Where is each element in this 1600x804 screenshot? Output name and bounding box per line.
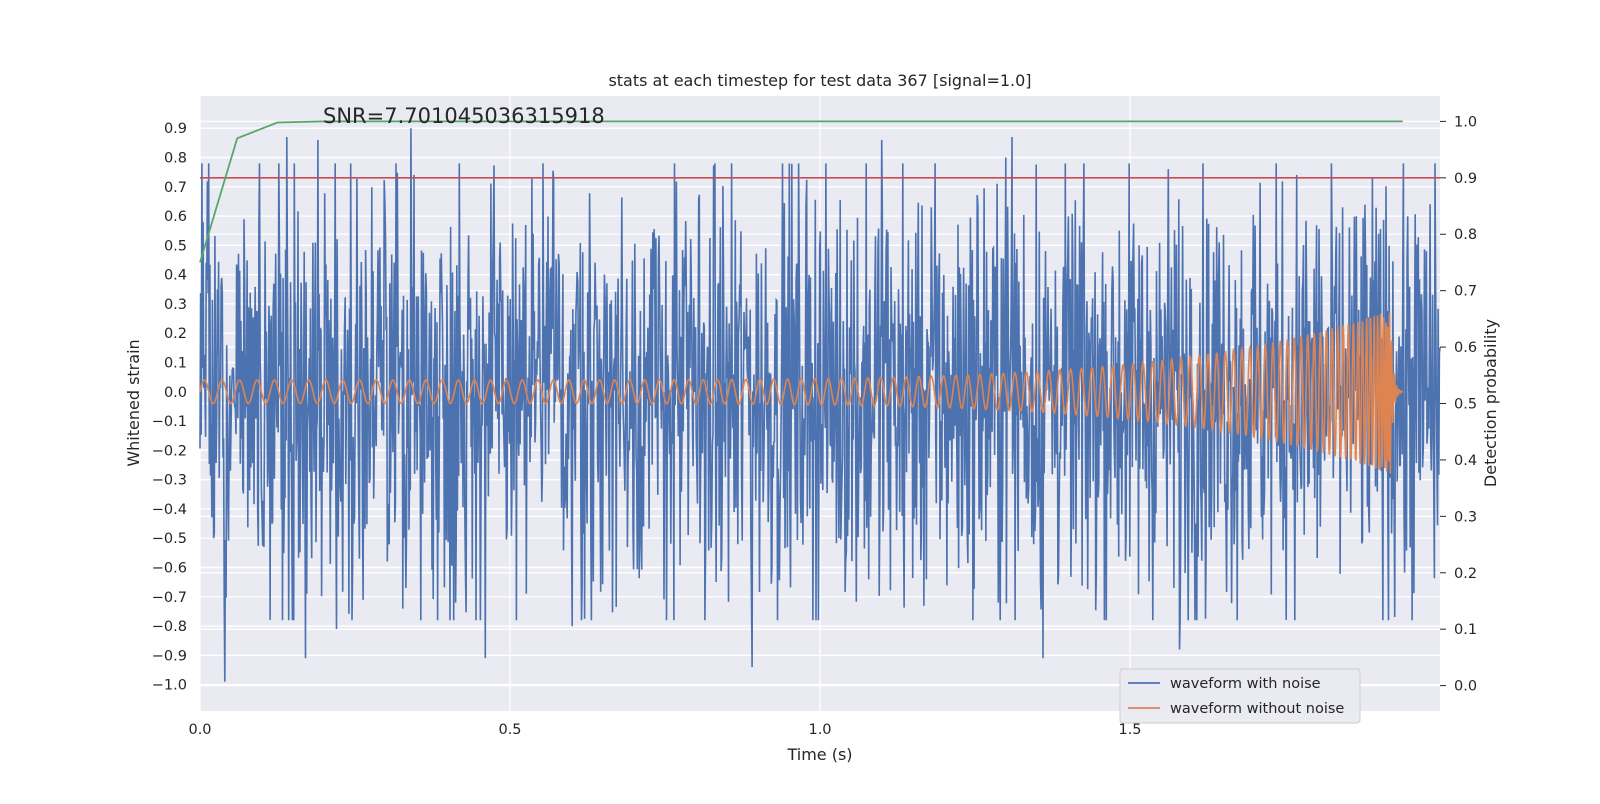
series-layer <box>199 120 1441 682</box>
legend-label-noise: waveform with noise <box>1170 676 1321 692</box>
y-tick-label: 0.1 <box>164 356 187 372</box>
y-tick-label: −0.8 <box>152 619 187 635</box>
ticks: 0.0 0.5 1.0 1.5 −1.0 −0.9 −0.8 −0.7 −0.6 −0.5 −0.4… <box>152 114 1477 738</box>
y-right-tick-label: 1.0 <box>1454 114 1477 130</box>
x-tick-label: 1.0 <box>808 722 831 738</box>
chart-title: stats at each timestep for test data 367… <box>608 71 1031 90</box>
y-tick-label: −0.9 <box>152 648 187 664</box>
legend: waveform with noise waveform without noi… <box>1119 668 1361 724</box>
y-tick-label: −0.4 <box>152 502 187 518</box>
y-right-tick-label: 0.0 <box>1454 679 1477 695</box>
snr-annotation: SNR=7.701045036315918 <box>323 104 605 128</box>
x-tick-label: 0.0 <box>188 722 211 738</box>
y-tick-label: 0.4 <box>164 268 187 284</box>
y-tick-label: 0.3 <box>164 297 187 313</box>
y-right-tick-label: 0.2 <box>1454 566 1477 582</box>
y-tick-label: −0.1 <box>152 414 187 430</box>
detection-probability-line <box>199 120 1403 263</box>
y-axis-label: Whitened strain <box>124 339 143 466</box>
y-tick-label: 0.9 <box>164 121 187 137</box>
y-tick-label: 0.2 <box>164 326 187 342</box>
waveform-without-noise-line <box>199 313 1404 474</box>
y-right-tick-label: 0.5 <box>1454 397 1477 413</box>
y-tick-label: 0.8 <box>164 151 187 167</box>
y-tick-label: 0.0 <box>164 385 187 401</box>
legend-label-clean: waveform without noise <box>1170 701 1344 717</box>
y-right-tick-label: 0.7 <box>1454 284 1477 300</box>
y-tick-label: −0.3 <box>152 473 187 489</box>
y-tick-label: 0.5 <box>164 238 187 254</box>
y-tick-label: −0.7 <box>152 590 187 606</box>
y-tick-label: −1.0 <box>152 678 187 694</box>
x-tick-label: 1.5 <box>1118 722 1141 738</box>
y-right-axis-label: Detection probability <box>1481 319 1500 487</box>
y-right-tick-label: 0.8 <box>1454 227 1477 243</box>
legend-box <box>1119 668 1361 724</box>
x-axis-label: Time (s) <box>786 745 852 764</box>
y-tick-label: −0.5 <box>152 531 187 547</box>
y-right-tick-label: 0.3 <box>1454 509 1477 525</box>
y-tick-label: −0.2 <box>152 443 187 459</box>
y-tick-label: −0.6 <box>152 561 187 577</box>
y-tick-label: 0.7 <box>164 180 187 196</box>
y-right-tick-label: 0.4 <box>1454 453 1477 469</box>
x-tick-label: 0.5 <box>498 722 521 738</box>
y-right-tick-label: 0.9 <box>1454 171 1477 187</box>
y-tick-label: 0.6 <box>164 209 187 225</box>
y-right-tick-label: 0.1 <box>1454 622 1477 638</box>
waveform-with-noise-line <box>199 128 1441 682</box>
y-right-tick-label: 0.6 <box>1454 340 1477 356</box>
